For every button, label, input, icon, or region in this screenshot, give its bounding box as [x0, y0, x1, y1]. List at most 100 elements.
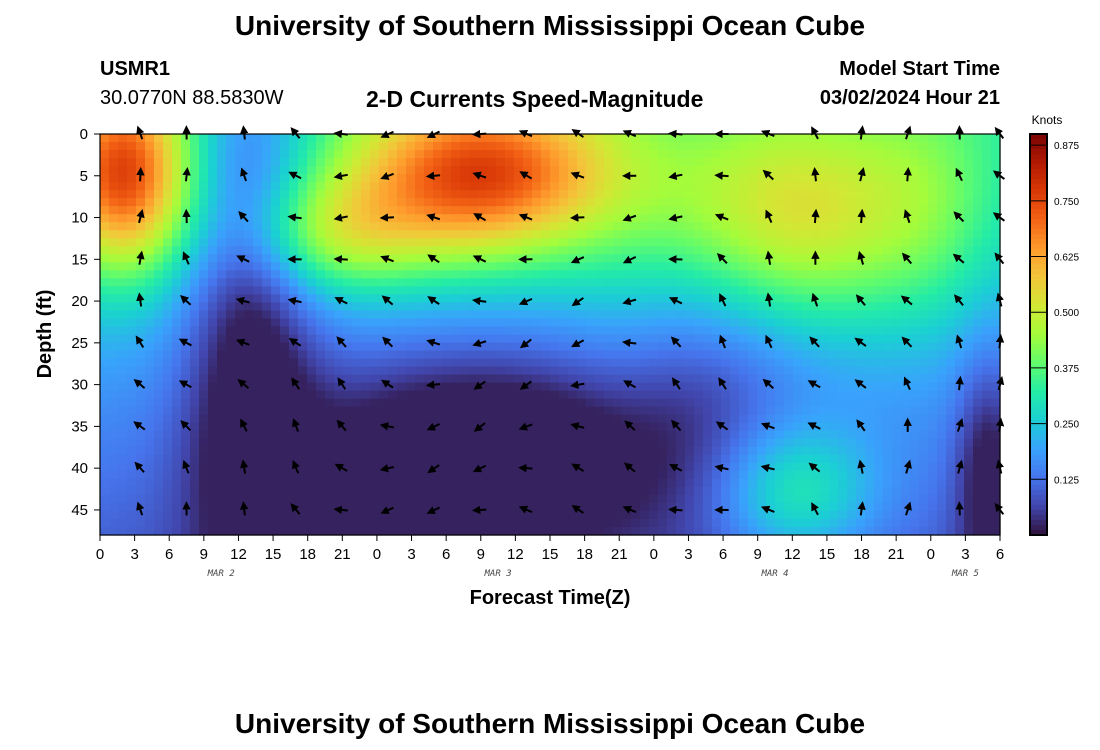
- heatmap-cell: [460, 478, 470, 488]
- heatmap-cell: [289, 246, 299, 255]
- heatmap-cell: [199, 366, 209, 376]
- heatmap-cell: [307, 342, 317, 352]
- heatmap-cell: [928, 222, 938, 231]
- heatmap-cell: [766, 190, 776, 199]
- heatmap-cell: [262, 350, 272, 360]
- heatmap-cell: [964, 246, 974, 255]
- heatmap-cell: [388, 318, 398, 328]
- heatmap-cell: [469, 238, 479, 247]
- heatmap-cell: [397, 374, 407, 384]
- heatmap-cell: [793, 302, 803, 312]
- heatmap-cell: [856, 222, 866, 231]
- heatmap-cell: [991, 334, 1001, 344]
- heatmap-cell: [649, 198, 659, 207]
- heatmap-cell: [586, 478, 596, 488]
- heatmap-cell: [622, 358, 632, 368]
- heatmap-cell: [964, 462, 974, 472]
- heatmap-cell: [694, 174, 704, 183]
- heatmap-cell: [226, 158, 236, 167]
- heatmap-cell: [973, 182, 983, 191]
- heatmap-cell: [928, 462, 938, 472]
- heatmap-cell: [406, 190, 416, 199]
- heatmap-cell: [757, 310, 767, 320]
- heatmap-cell: [451, 486, 461, 496]
- heatmap-cell: [415, 182, 425, 191]
- heatmap-cell: [991, 470, 1001, 480]
- heatmap-cell: [685, 454, 695, 464]
- heatmap-cell: [676, 134, 686, 143]
- heatmap-cell: [298, 502, 308, 512]
- station-coordinates: 30.0770N 88.5830W: [100, 87, 284, 109]
- heatmap-cell: [370, 422, 380, 432]
- heatmap-cell: [289, 302, 299, 312]
- heatmap-cell: [307, 150, 317, 159]
- heatmap-cell: [334, 182, 344, 191]
- heatmap-cell: [874, 174, 884, 183]
- heatmap-cell: [190, 502, 200, 512]
- heatmap-cell: [271, 302, 281, 312]
- heatmap-cell: [208, 166, 218, 175]
- heatmap-cell: [658, 358, 668, 368]
- heatmap-cell: [631, 270, 641, 279]
- heatmap-cell: [379, 150, 389, 159]
- heatmap-cell: [460, 446, 470, 456]
- heatmap-cell: [757, 158, 767, 167]
- heatmap-cell: [550, 382, 560, 392]
- heatmap-cell: [820, 190, 830, 199]
- heatmap-cell: [298, 326, 308, 336]
- heatmap-cell: [289, 182, 299, 191]
- heatmap-cell: [316, 462, 326, 472]
- heatmap-cell: [505, 462, 515, 472]
- heatmap-cell: [631, 414, 641, 424]
- heatmap-cell: [208, 222, 218, 231]
- heatmap-cell: [433, 262, 443, 271]
- heatmap-cell: [235, 278, 245, 287]
- heatmap-cell: [766, 398, 776, 408]
- heatmap-cell: [694, 366, 704, 376]
- heatmap-cell: [226, 198, 236, 207]
- heatmap-cell: [613, 334, 623, 344]
- heatmap-cell: [154, 134, 164, 143]
- heatmap-cell: [640, 294, 650, 304]
- heatmap-cell: [145, 278, 155, 287]
- heatmap-cell: [703, 190, 713, 199]
- heatmap-cell: [838, 318, 848, 328]
- heatmap-cell: [748, 190, 758, 199]
- heatmap-cell: [190, 254, 200, 263]
- heatmap-cell: [847, 206, 857, 215]
- heatmap-cell: [406, 310, 416, 320]
- heatmap-cell: [226, 182, 236, 191]
- heatmap-cell: [469, 430, 479, 440]
- heatmap-cell: [964, 238, 974, 247]
- heatmap-cell: [199, 502, 209, 512]
- heatmap-cell: [748, 326, 758, 336]
- heatmap-cell: [127, 302, 137, 312]
- heatmap-cell: [757, 318, 767, 328]
- heatmap-cell: [388, 222, 398, 231]
- heatmap-cell: [280, 134, 290, 143]
- heatmap-cell: [685, 382, 695, 392]
- heatmap-cell: [262, 430, 272, 440]
- heatmap-cell: [577, 158, 587, 167]
- heatmap-cell: [595, 422, 605, 432]
- heatmap-cell: [325, 374, 335, 384]
- heatmap-cell: [298, 318, 308, 328]
- heatmap-cell: [244, 494, 254, 504]
- heatmap-cell: [496, 382, 506, 392]
- heatmap-cell: [127, 182, 137, 191]
- heatmap-cell: [811, 238, 821, 247]
- heatmap-cell: [217, 182, 227, 191]
- heatmap-cell: [478, 278, 488, 287]
- heatmap-cell: [217, 382, 227, 392]
- heatmap-cell: [730, 134, 740, 143]
- heatmap-cell: [595, 438, 605, 448]
- heatmap-cell: [559, 278, 569, 287]
- heatmap-cell: [604, 222, 614, 231]
- heatmap-cell: [973, 454, 983, 464]
- heatmap-cell: [226, 390, 236, 400]
- heatmap-cell: [901, 422, 911, 432]
- heatmap-cell: [577, 374, 587, 384]
- heatmap-cell: [586, 390, 596, 400]
- heatmap-cell: [973, 446, 983, 456]
- heatmap-cell: [415, 158, 425, 167]
